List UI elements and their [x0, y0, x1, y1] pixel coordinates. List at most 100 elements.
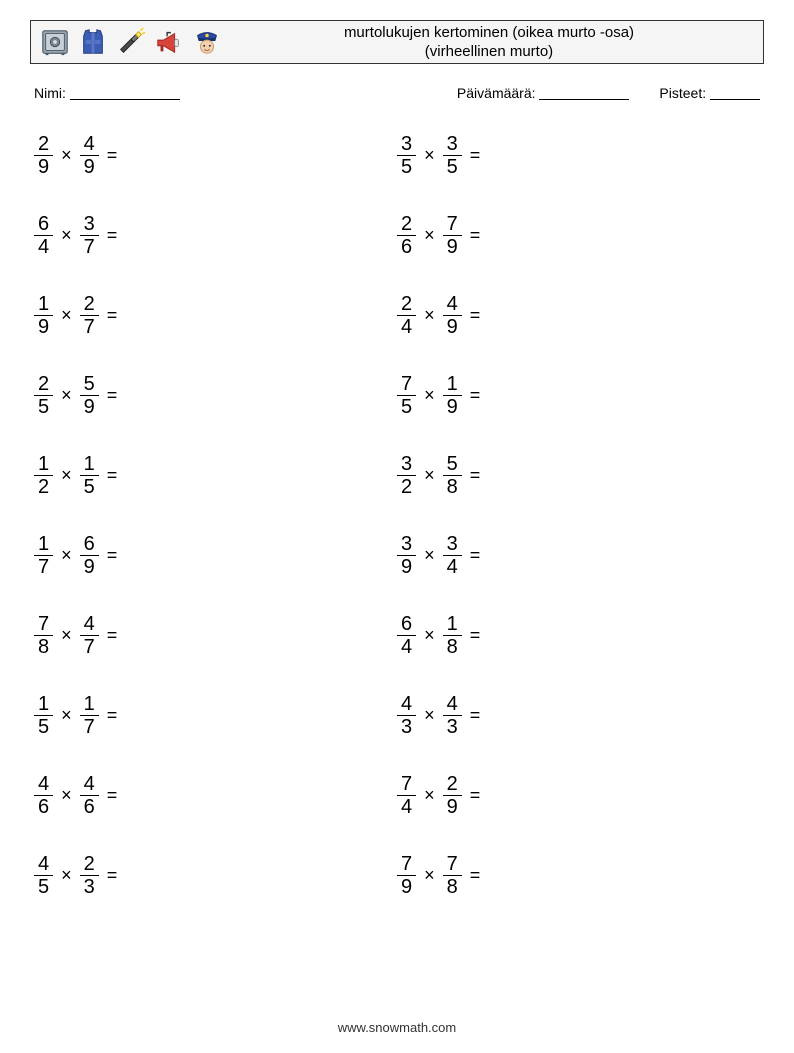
multiply-operator: ×	[424, 145, 435, 166]
fraction-b: 19	[443, 373, 462, 418]
name-blank[interactable]	[70, 86, 180, 100]
title-line-1: murtolukujen kertominen (oikea murto -os…	[233, 23, 745, 43]
fraction-b: 18	[443, 613, 462, 658]
problem-row: 79×78=	[397, 851, 760, 899]
problem-row: 45×23=	[34, 851, 397, 899]
megaphone-icon	[153, 26, 185, 58]
fraction-a: 12	[34, 453, 53, 498]
problem-row: 43×43=	[397, 691, 760, 739]
fraction-b: 34	[443, 533, 462, 578]
name-label: Nimi:	[34, 85, 66, 101]
denominator: 8	[443, 876, 462, 898]
problem-row: 25×59=	[34, 371, 397, 419]
problem-row: 46×46=	[34, 771, 397, 819]
numerator: 4	[34, 773, 53, 796]
fraction-a: 29	[34, 133, 53, 178]
fraction-a: 32	[397, 453, 416, 498]
multiply-operator: ×	[61, 865, 72, 886]
numerator: 3	[443, 533, 462, 556]
numerator: 7	[397, 773, 416, 796]
denominator: 4	[397, 796, 416, 818]
numerator: 4	[397, 693, 416, 716]
problem-row: 29 × 49 =	[34, 131, 397, 179]
problem-row: 35×35=	[397, 131, 760, 179]
denominator: 5	[34, 396, 53, 418]
denominator: 8	[443, 476, 462, 498]
fraction-a: 39	[397, 533, 416, 578]
denominator: 5	[80, 476, 99, 498]
problems-area: 29×49=64×37=19×27=25×59=12×15=17×69=78×4…	[30, 131, 764, 931]
equals-sign: =	[470, 785, 481, 806]
vest-icon	[77, 26, 109, 58]
numerator: 1	[34, 533, 53, 556]
denominator: 9	[443, 236, 462, 258]
info-row: Nimi: Päivämäärä: Pisteet:	[30, 84, 764, 101]
fraction-b: 35	[443, 133, 462, 178]
score-field: Pisteet:	[659, 84, 760, 101]
numerator: 4	[80, 613, 99, 636]
multiply-operator: ×	[424, 705, 435, 726]
problem-row: 75×19=	[397, 371, 760, 419]
numerator: 4	[34, 853, 53, 876]
denominator: 5	[443, 156, 462, 178]
police-icon	[191, 26, 223, 58]
denominator: 7	[80, 636, 99, 658]
fraction-b: 43	[443, 693, 462, 738]
multiply-operator: ×	[61, 305, 72, 326]
fraction-a: 64	[397, 613, 416, 658]
header-icons	[39, 26, 223, 58]
fraction-a: 17	[34, 533, 53, 578]
equals-sign: =	[107, 145, 118, 166]
fraction-b: 79	[443, 213, 462, 258]
denominator: 7	[34, 556, 53, 578]
numerator: 1	[443, 613, 462, 636]
multiply-operator: ×	[424, 465, 435, 486]
denominator: 4	[443, 556, 462, 578]
numerator: 4	[443, 693, 462, 716]
problem-row: 64×37=	[34, 211, 397, 259]
fraction-b: 29	[443, 773, 462, 818]
multiply-operator: ×	[61, 705, 72, 726]
date-blank[interactable]	[539, 86, 629, 100]
score-blank[interactable]	[710, 86, 760, 100]
equals-sign: =	[107, 225, 118, 246]
numerator: 4	[80, 133, 99, 156]
denominator: 2	[34, 476, 53, 498]
equals-sign: =	[107, 705, 118, 726]
fraction-b: 59	[80, 373, 99, 418]
multiply-operator: ×	[424, 785, 435, 806]
multiply-operator: ×	[424, 545, 435, 566]
fraction-b: 47	[80, 613, 99, 658]
denominator: 3	[80, 876, 99, 898]
numerator: 2	[80, 853, 99, 876]
problem-row: 24×49=	[397, 291, 760, 339]
problem-row: 17×69=	[34, 531, 397, 579]
equals-sign: =	[107, 865, 118, 886]
fraction-a: 79	[397, 853, 416, 898]
equals-sign: =	[470, 225, 481, 246]
fraction-b: 49	[80, 133, 99, 178]
numerator: 3	[397, 453, 416, 476]
fraction-b: 78	[443, 853, 462, 898]
multiply-operator: ×	[424, 385, 435, 406]
numerator: 1	[34, 293, 53, 316]
multiply-operator: ×	[424, 865, 435, 886]
numerator: 6	[80, 533, 99, 556]
numerator: 5	[80, 373, 99, 396]
numerator: 4	[443, 293, 462, 316]
equals-sign: =	[107, 385, 118, 406]
fraction-a: 26	[397, 213, 416, 258]
multiply-operator: ×	[61, 145, 72, 166]
denominator: 9	[80, 556, 99, 578]
fraction-a: 75	[397, 373, 416, 418]
denominator: 8	[443, 636, 462, 658]
equals-sign: =	[470, 625, 481, 646]
denominator: 7	[80, 316, 99, 338]
multiply-operator: ×	[61, 545, 72, 566]
fraction-b: 23	[80, 853, 99, 898]
numerator: 1	[34, 453, 53, 476]
fraction-b: 37	[80, 213, 99, 258]
fraction-a: 25	[34, 373, 53, 418]
multiply-operator: ×	[424, 305, 435, 326]
problem-row: 32×58=	[397, 451, 760, 499]
